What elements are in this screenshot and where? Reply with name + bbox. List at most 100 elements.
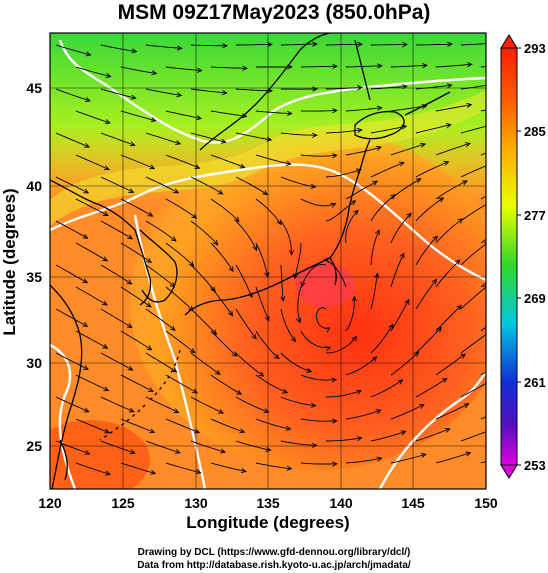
x-tick-140: 140 [329,495,353,511]
streamline [415,197,444,222]
streamline-arrowhead [420,142,427,148]
streamline-arrowhead [331,153,338,159]
y-tick-30: 30 [26,355,42,371]
streamline [55,396,89,413]
streamline [145,132,181,145]
streamline [235,220,258,251]
streamline [165,286,194,311]
streamline-arrowhead [356,389,363,395]
streamline [345,296,355,332]
streamline-arrowhead [454,259,461,265]
streamline-arrowhead [351,295,358,302]
streamline-arrowhead [438,197,445,203]
streamline-arrowhead [131,48,138,54]
streamline-arrowhead [290,336,297,343]
streamline [210,374,242,395]
streamline-arrowhead [170,325,176,331]
streamline-arrowhead [129,449,136,455]
streamline [210,462,246,472]
streamline-arrowhead [289,250,295,256]
streamline-arrowhead [404,298,410,305]
streamline-arrowhead [231,351,238,357]
streamline [370,324,394,354]
streamline-arrowhead [82,278,89,284]
streamline [100,352,133,371]
streamline [255,110,292,115]
streamline-arrowhead [456,304,463,311]
streamline-arrowhead [83,188,90,194]
streamline-arrowhead [126,323,133,329]
streamline [280,308,296,342]
wind-streamlines [55,41,496,476]
streamline [460,431,486,442]
streamline [145,264,175,288]
streamline-arrowhead [357,41,363,47]
streamline-arrowhead [267,88,273,94]
streamline-arrowhead [188,261,195,267]
streamline-arrowhead [457,218,464,224]
streamline-arrowhead [388,323,394,330]
streamline [390,64,427,68]
streamline-arrowhead [377,63,383,69]
streamline-arrowhead [332,63,338,69]
streamline [390,105,427,112]
streamline-arrowhead [460,353,467,359]
streamline [55,264,88,284]
streamline [145,220,177,242]
streamline-arrowhead [195,469,202,475]
streamline-arrowhead [357,85,363,91]
streamline-arrowhead [266,136,273,142]
streamline-arrowhead [324,327,331,333]
streamline-arrowhead [390,194,397,200]
streamline [120,374,154,392]
streamline-arrowhead [149,164,156,170]
streamline [345,409,381,420]
streamline-arrowhead [296,317,302,324]
streamline [300,154,337,157]
streamline [300,330,331,349]
streamline [280,43,317,46]
lat-lon-grid [50,33,486,489]
streamline [100,220,133,240]
streamline [415,428,450,442]
streamline [100,44,137,53]
streamline-arrowhead [176,92,183,98]
streamline [235,43,272,46]
streamline [235,264,253,298]
streamline-arrowhead [103,165,110,171]
streamline [415,235,438,266]
streamline [75,330,108,349]
streamline [460,243,486,266]
streamline [210,110,247,117]
streamline [100,264,132,285]
credits: Drawing by DCL (https://www.gfd-dennou.o… [0,546,548,572]
streamline-arrowhead [239,163,246,169]
streamline-arrowhead [293,273,299,280]
streamline [390,178,421,200]
streamline [235,440,271,451]
streamline-arrowhead [421,103,428,110]
streamline-arrowhead [331,418,338,424]
colorbar-tick-253: 253 [524,458,546,473]
streamline [55,132,90,148]
y-tick-25: 25 [26,438,42,454]
streamline-arrowhead [196,67,203,73]
streamline [415,327,442,354]
streamline-arrowhead [491,123,496,127]
streamline [460,204,486,222]
streamline [460,334,486,354]
streamline-arrowhead [376,456,383,462]
streamline [210,154,245,169]
streamline [255,330,280,359]
streamline-arrowhead [376,105,383,111]
streamline [294,243,302,279]
streamline-arrowhead [376,145,383,151]
streamline [100,440,135,454]
streamline [55,44,91,56]
streamline-arrowhead [415,178,422,184]
streamline-arrowhead [462,180,468,186]
streamline [460,84,486,90]
streamline-arrowhead [221,90,228,96]
streamline [435,305,462,332]
streamline-arrowhead [126,279,133,285]
